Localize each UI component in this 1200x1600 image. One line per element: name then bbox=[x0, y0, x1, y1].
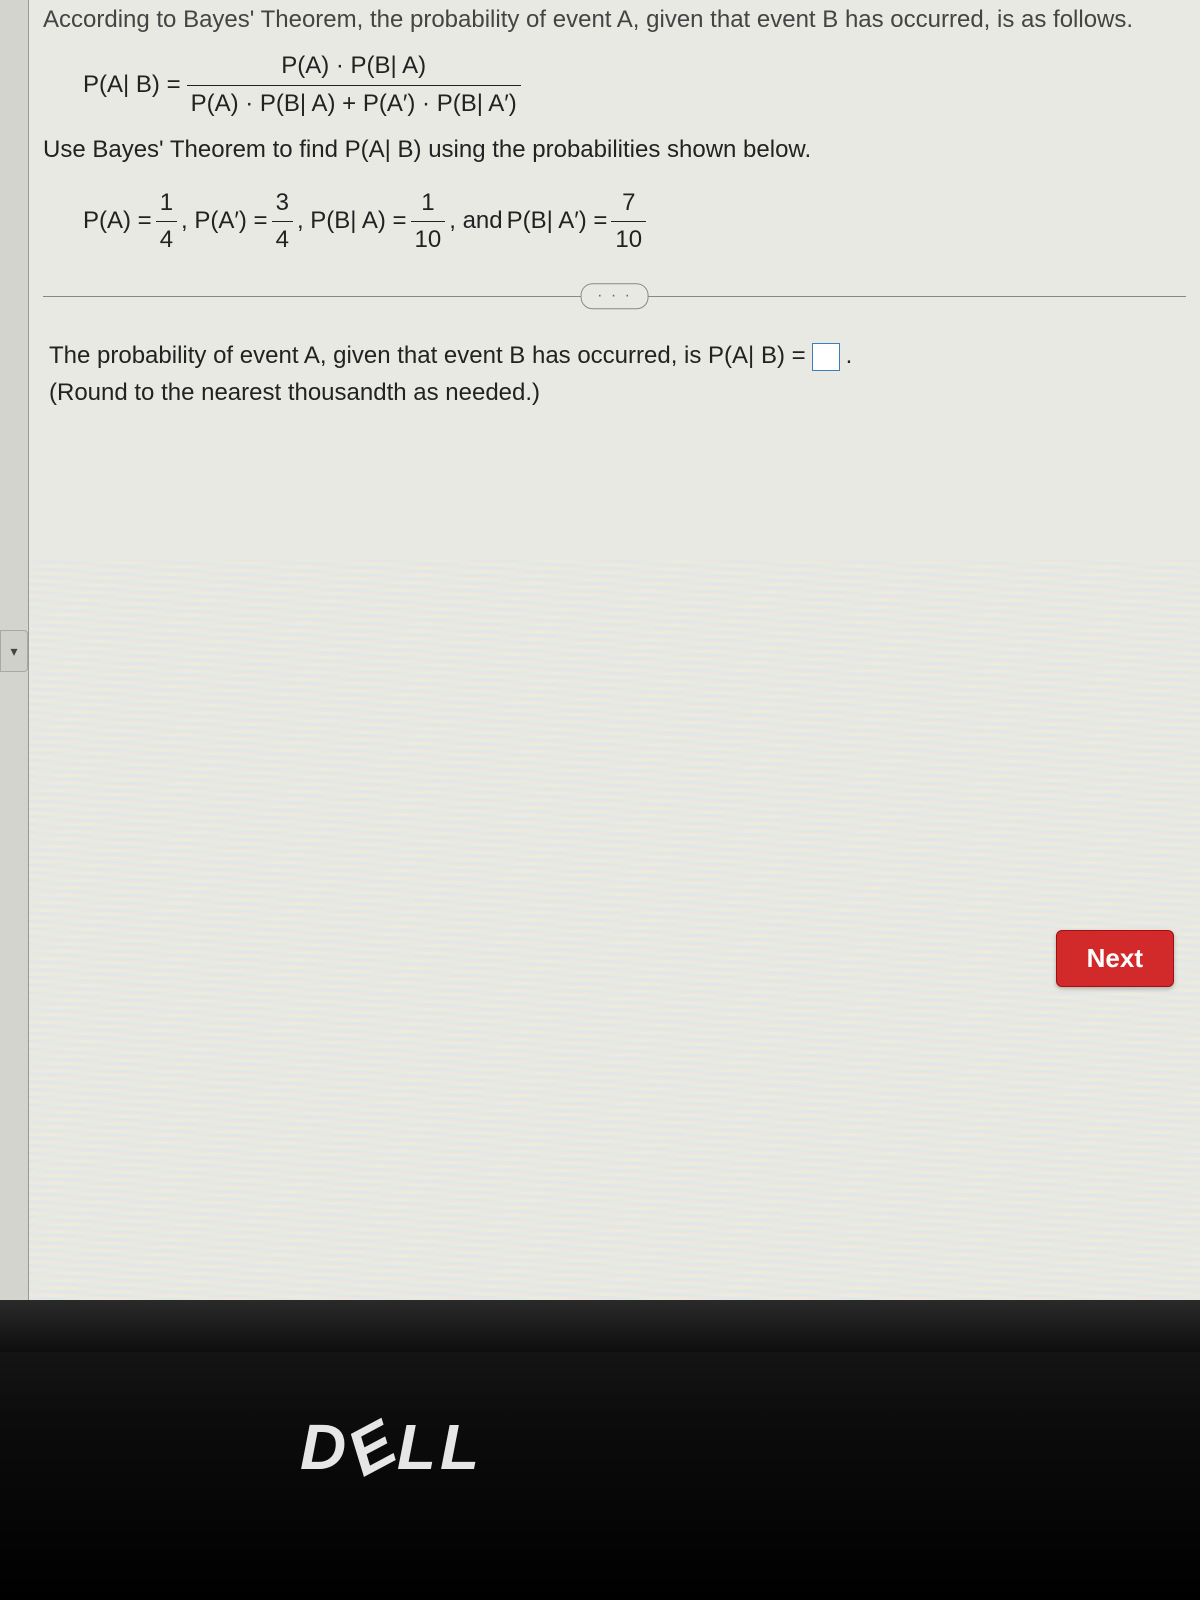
collapse-tab[interactable]: ▾ bbox=[0, 630, 28, 672]
pA-frac: 1 4 bbox=[156, 187, 177, 257]
dell-logo: DELL bbox=[300, 1410, 483, 1484]
pBAc-frac: 7 10 bbox=[611, 187, 646, 257]
answer-prefix: The probability of event A, given that e… bbox=[49, 340, 806, 372]
formula-fraction: P(A) · P(B| A) P(A) · P(B| A) + P(A′) · … bbox=[187, 50, 521, 120]
instruction: Use Bayes' Theorem to find P(A| B) using… bbox=[43, 134, 1186, 166]
bezel-edge bbox=[0, 1300, 1200, 1352]
answer-suffix: . bbox=[846, 340, 853, 372]
expand-pill[interactable]: · · · bbox=[580, 284, 649, 310]
pAc-frac: 3 4 bbox=[272, 187, 293, 257]
ellipsis-icon: · · · bbox=[597, 288, 632, 305]
screen-moire bbox=[29, 560, 1200, 1300]
pBA-frac: 1 10 bbox=[411, 187, 446, 257]
formula-numerator: P(A) · P(B| A) bbox=[277, 50, 430, 84]
given-probabilities: P(A) = 1 4 , P(A′) = 3 4 , P(B| A) = 1 1… bbox=[83, 187, 1186, 257]
bayes-formula: P(A| B) = P(A) · P(B| A) P(A) · P(B| A) … bbox=[83, 50, 1186, 120]
chevron-down-icon: ▾ bbox=[10, 643, 17, 660]
question-panel: According to Bayes' Theorem, the probabi… bbox=[28, 0, 1200, 1320]
pBA-label: , P(B| A) = bbox=[297, 205, 407, 237]
next-button[interactable]: Next bbox=[1056, 930, 1174, 987]
pAc-label: , P(A′) = bbox=[181, 205, 268, 237]
and-text: , and bbox=[449, 205, 502, 237]
formula-lhs: P(A| B) = bbox=[83, 69, 181, 101]
problem-intro: According to Bayes' Theorem, the probabi… bbox=[43, 4, 1186, 36]
monitor-bezel: DELL bbox=[0, 1300, 1200, 1600]
next-label: Next bbox=[1087, 943, 1143, 973]
section-separator: · · · bbox=[43, 282, 1186, 310]
answer-line: The probability of event A, given that e… bbox=[49, 340, 1186, 372]
formula-denominator: P(A) · P(B| A) + P(A′) · P(B| A′) bbox=[187, 85, 521, 120]
rounding-note: (Round to the nearest thousandth as need… bbox=[49, 377, 1186, 409]
pA-label: P(A) = bbox=[83, 205, 152, 237]
answer-input[interactable] bbox=[812, 343, 840, 371]
pBAc-label: P(B| A′) = bbox=[507, 205, 608, 237]
